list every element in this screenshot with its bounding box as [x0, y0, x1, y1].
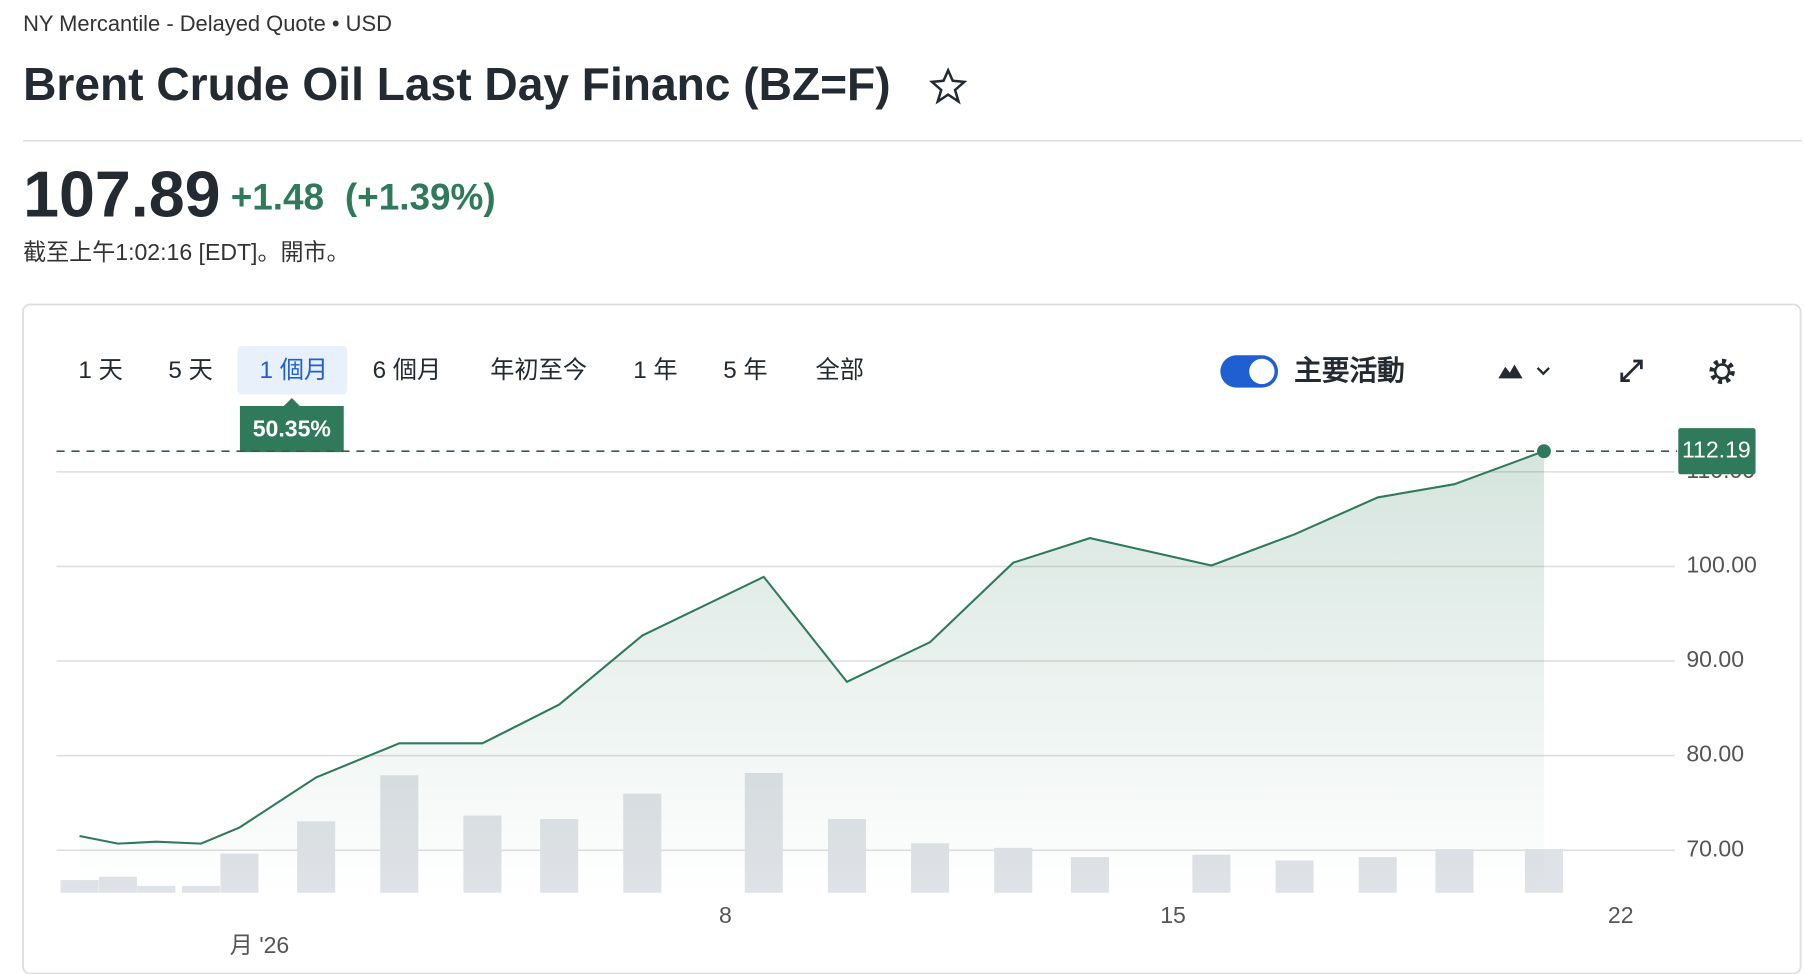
y-tick-label: 80.00 [1686, 741, 1744, 767]
x-tick-label: 22 [1608, 902, 1634, 928]
tab[interactable]: 1 天 [78, 357, 122, 384]
badge-bg [239, 397, 344, 453]
x-tick-label: 15 [1160, 902, 1186, 928]
chart-type-icon[interactable] [1498, 364, 1523, 379]
toggle-knob [1249, 358, 1275, 385]
last-point [1537, 444, 1551, 459]
price: 107.89 [23, 159, 221, 231]
tab[interactable]: 6 個月 [373, 357, 442, 384]
tab-selected-bg [237, 346, 348, 395]
badge: 50.35% [253, 415, 331, 441]
x-sublabel: 月 '26 [230, 932, 290, 958]
y-tick-label: 70.00 [1686, 835, 1744, 861]
x-tick-label: 8 [719, 902, 732, 928]
tab[interactable]: 1 年 [633, 357, 677, 384]
tab[interactable]: 1 個月 [260, 357, 329, 384]
toggle-label: 主要活動 [1294, 355, 1405, 386]
last-label: 112.19 [1682, 436, 1751, 462]
exchange: NY Mercantile - Delayed Quote • USD [23, 11, 392, 36]
expand-icon[interactable] [1620, 359, 1643, 383]
price-line [79, 450, 1545, 845]
tab[interactable]: 5 年 [723, 357, 767, 384]
tab[interactable]: 5 天 [168, 357, 212, 384]
settings-icon[interactable] [1709, 358, 1735, 385]
area [79, 451, 1544, 893]
status: 截至上午1:02:16 [EDT]。開市。 [23, 239, 350, 265]
settings-icon-inner [1713, 363, 1731, 380]
title: Brent Crude Oil Last Day Financ (BZ=F) [23, 58, 891, 110]
tab[interactable]: 全部 [815, 357, 863, 384]
change-pct: (+1.39%) [345, 176, 496, 217]
y-tick-label: 100.00 [1686, 552, 1757, 578]
chevron[interactable] [1536, 367, 1550, 376]
tabs: 1 天 5 天 1 個月 50.35% 6 個月 年初至今 1 年 5 年 全部 [78, 346, 864, 453]
last-badge [1678, 428, 1756, 475]
change: +1.48 [231, 176, 324, 217]
y-tick-label: 90.00 [1686, 646, 1744, 672]
tab[interactable]: 年初至今 [490, 357, 587, 384]
star-icon[interactable] [928, 67, 968, 105]
